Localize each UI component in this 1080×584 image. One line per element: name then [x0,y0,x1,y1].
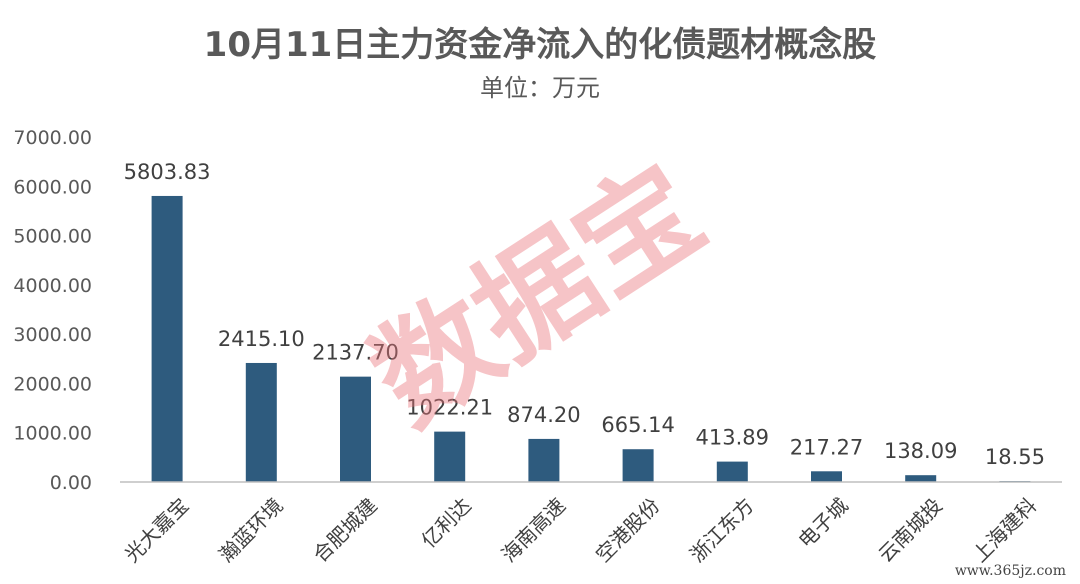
data-label: 217.27 [790,435,863,459]
y-tick-label: 2000.00 [13,373,92,395]
y-tick-label: 0.00 [50,472,92,494]
x-tick-label: 光大嘉宝 [120,493,194,567]
bar [434,431,466,482]
y-tick-label: 1000.00 [13,423,92,445]
data-label: 874.20 [507,403,580,427]
x-tick-label: 浙江东方 [685,493,759,567]
x-tick-label: 瀚蓝环境 [214,493,288,567]
bar [245,362,277,482]
bar [151,195,183,482]
bar [528,438,560,482]
bar [716,461,748,482]
y-tick-label: 3000.00 [13,324,92,346]
chart-title: 10月11日主力资金净流入的化债题材概念股 [204,25,877,65]
bar [622,449,654,482]
bar [811,471,842,482]
y-tick-label: 6000.00 [13,176,92,198]
data-label: 2137.70 [312,341,399,365]
x-axis: 光大嘉宝 瀚蓝环境 合肥城建 亿利达 海南高速 空港股份 浙江东方 电子城 云南城投 上海建科 [120,493,1041,567]
y-tick-label: 7000.00 [13,127,92,149]
data-label: 5803.83 [124,160,211,184]
footer-url: www.365jz.com [955,563,1066,579]
data-label: 138.09 [884,439,957,463]
data-labels: 5803.83 2415.10 2137.70 1022.21 874.20 665.14… [124,160,1045,469]
bar [905,475,937,482]
x-tick-label: 电子城 [793,493,852,552]
y-axis: 0.00 1000.00 2000.00 3000.00 4000.00 5000.00 6… [13,127,92,494]
data-label: 413.89 [696,426,769,450]
y-tick-label: 5000.00 [13,226,92,248]
x-tick-label: 海南高速 [497,493,571,567]
data-label: 2415.10 [218,327,305,351]
chart-subtitle: 单位：万元 [480,74,600,102]
y-tick-label: 4000.00 [13,275,92,297]
x-tick-label: 合肥城建 [308,493,382,567]
x-tick-label: 亿利达 [417,493,476,552]
x-tick-label: 空港股份 [591,493,665,567]
x-tick-label: 上海建科 [968,493,1042,567]
bar [340,376,371,482]
data-label: 665.14 [601,413,674,437]
bars [151,195,1031,482]
x-tick-label: 云南城投 [873,493,947,567]
data-label: 1022.21 [406,396,493,420]
data-label: 18.55 [985,445,1045,469]
